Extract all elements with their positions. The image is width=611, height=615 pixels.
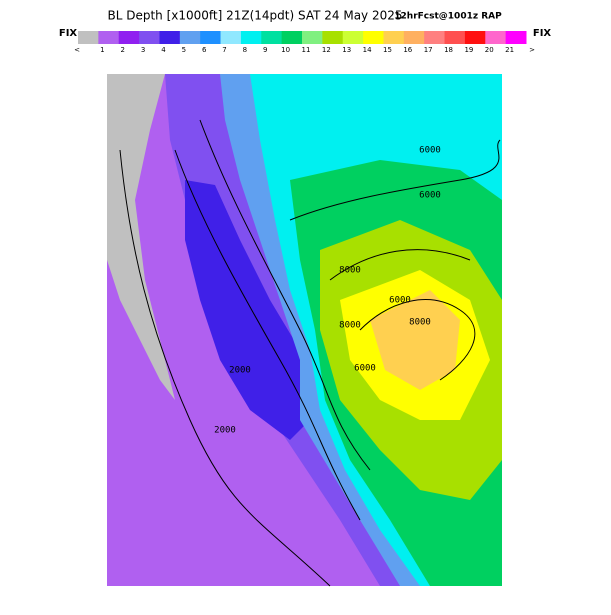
colorbar-label: 18 [444, 46, 453, 54]
colorbar-cell [139, 31, 160, 44]
title: BL Depth [x1000ft] 21Z(14pdt) SAT 24 May… [107, 9, 402, 23]
colorbar-label: 21 [505, 46, 514, 54]
colorbar-label: 1 [100, 46, 104, 54]
contour-line [359, 299, 476, 381]
colorbar-cell [322, 31, 344, 44]
fix-right: FIX [533, 28, 552, 39]
colorbar-cell [403, 31, 425, 44]
colorbar-cell [383, 31, 405, 44]
colorbar-label: 13 [342, 46, 351, 54]
contour-label: 6000 [419, 146, 441, 156]
colorbar-label: 5 [182, 46, 186, 54]
contour-label: 6000 [354, 364, 376, 374]
colorbar-label: 16 [403, 46, 412, 54]
colorbar-label: 6 [202, 46, 207, 54]
contour-label: 8000 [339, 321, 361, 331]
colorbar-cell [485, 31, 507, 44]
colorbar-label: 20 [485, 46, 494, 54]
colorbar-cell [159, 31, 181, 44]
colorbar-cell [220, 31, 242, 44]
colorbar-cell [505, 31, 527, 44]
map: 6000 6000 8000 6000 8000 8000 6000 2000 2000 [107, 74, 502, 587]
colorbar-label: 11 [302, 46, 311, 54]
colorbar-label: 8 [243, 46, 247, 54]
colorbar: <1 2 3 4 5 6 7 8 9 10 11 12 13 14 15 16 17 18 19 20 21 > [74, 31, 535, 54]
colorbar-cell [424, 31, 446, 44]
colorbar-cell [179, 31, 201, 44]
fix-left: FIX [59, 28, 78, 39]
colorbar-cell [78, 31, 99, 44]
colorbar-label: 3 [141, 46, 145, 54]
colorbar-label: 7 [222, 46, 226, 54]
colorbar-label: 12 [322, 46, 331, 54]
coast-region [107, 74, 175, 400]
contour-label: 2000 [214, 426, 236, 436]
contours [119, 119, 501, 587]
colorbar-label: 17 [424, 46, 433, 54]
contour-label: 2000 [229, 366, 251, 376]
colorbar-cell [261, 31, 283, 44]
contour-label: 6000 [389, 296, 411, 306]
colorbar-cell [281, 31, 303, 44]
contour-line [289, 139, 501, 221]
colorbar-cell [464, 31, 486, 44]
contour-label: 8000 [409, 318, 431, 328]
colorbar-cell [240, 31, 262, 44]
colorbar-label: 9 [263, 46, 267, 54]
contour-label: 8000 [339, 266, 361, 276]
run-info: 12hrFcst@1001z RAP [394, 12, 502, 22]
contour-line [174, 149, 361, 521]
colorbar-label: < [74, 46, 80, 54]
colorbar-cell [118, 31, 140, 44]
colorbar-cell [302, 31, 323, 44]
colorbar-cell [342, 31, 364, 44]
colorbar-cell [363, 31, 384, 44]
colorbar-cell [200, 31, 222, 44]
contour-labels: 6000 6000 8000 6000 8000 8000 6000 2000 2000 [214, 146, 441, 436]
peak-region [370, 290, 460, 390]
colorbar-label: > [529, 46, 535, 54]
colorbar-label: 10 [281, 46, 290, 54]
colorbar-label: 14 [363, 46, 372, 54]
colorbar-cell [444, 31, 466, 44]
contour-line [199, 119, 371, 471]
colorbar-label: 15 [383, 46, 392, 54]
colorbar-cell [98, 31, 120, 44]
colorbar-label: 19 [464, 46, 473, 54]
contour-label: 6000 [419, 191, 441, 201]
colorbar-label: 2 [120, 46, 124, 54]
contour-line [329, 249, 471, 281]
colorbar-label: 4 [161, 46, 166, 54]
contour-line [119, 149, 331, 587]
